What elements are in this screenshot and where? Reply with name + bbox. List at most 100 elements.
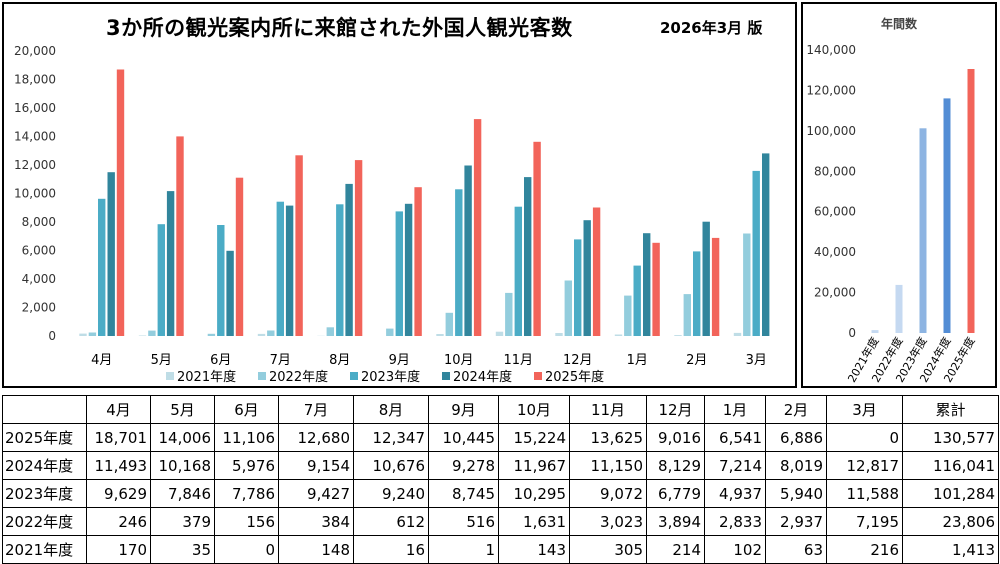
annual-bar-2022年度 (896, 285, 903, 333)
table-cell: 11,588 (827, 480, 903, 508)
bar-2024年度-3月 (762, 153, 769, 336)
x-tick-label: 1月 (627, 353, 648, 368)
table-cell: 8,745 (429, 480, 499, 508)
bar-2023年度-11月 (515, 207, 522, 336)
table-cell: 11,493 (87, 452, 151, 480)
bar-2024年度-7月 (286, 206, 293, 336)
x-tick-label: 7月 (270, 353, 291, 368)
table-cell: 11,967 (499, 452, 570, 480)
bar-2024年度-4月 (108, 172, 115, 336)
table-cell: 6,886 (766, 424, 827, 452)
legend-label: 2024年度 (453, 369, 512, 385)
legend-swatch (350, 372, 358, 380)
table-row-label: 2021年度 (3, 536, 87, 564)
table-cell: 9,154 (279, 452, 354, 480)
table-header-cell: 累計 (903, 396, 999, 424)
table-cell: 130,577 (903, 424, 999, 452)
annual-y-tick-label: 20,000 (814, 286, 856, 300)
bar-2021年度-12月 (555, 333, 562, 336)
table-cell: 16 (354, 536, 429, 564)
table-cell: 7,786 (215, 480, 279, 508)
table-cell: 9,629 (87, 480, 151, 508)
bar-2025年度-4月 (117, 70, 124, 337)
annual-bar-2025年度 (968, 69, 975, 333)
bar-2025年度-5月 (176, 136, 183, 336)
bar-2022年度-12月 (565, 281, 572, 337)
bar-2024年度-5月 (167, 191, 174, 336)
bar-2021年度-10月 (436, 334, 443, 336)
table-header-cell (3, 396, 87, 424)
y-tick-label: 18,000 (14, 73, 56, 87)
table-cell: 214 (647, 536, 705, 564)
table-cell: 14,006 (151, 424, 215, 452)
table-cell: 10,295 (499, 480, 570, 508)
table-cell: 0 (215, 536, 279, 564)
bar-2022年度-5月 (148, 331, 155, 336)
annual-y-tick-label: 60,000 (814, 205, 856, 219)
bar-2024年度-11月 (524, 177, 531, 336)
bar-2023年度-8月 (336, 204, 343, 336)
bar-2023年度-1月 (634, 266, 641, 336)
table-cell: 12,680 (279, 424, 354, 452)
table-cell: 170 (87, 536, 151, 564)
annual-bar-2021年度 (872, 330, 879, 333)
bar-2022年度-6月 (208, 334, 215, 336)
bar-2021年度-4月 (79, 334, 86, 336)
table-cell: 4,937 (705, 480, 766, 508)
table-cell: 6,779 (647, 480, 705, 508)
bar-2023年度-10月 (455, 189, 462, 336)
y-tick-label: 8,000 (22, 215, 56, 229)
table-cell: 3,023 (570, 508, 647, 536)
bar-2025年度-7月 (295, 155, 302, 336)
y-tick-label: 10,000 (14, 187, 56, 201)
legend-swatch (534, 372, 542, 380)
table-cell: 12,347 (354, 424, 429, 452)
table-cell: 305 (570, 536, 647, 564)
legend-swatch (442, 372, 450, 380)
table-header-cell: 2月 (766, 396, 827, 424)
bar-2024年度-12月 (584, 220, 591, 336)
bar-2023年度-3月 (753, 171, 760, 336)
y-tick-label: 16,000 (14, 101, 56, 115)
bar-2022年度-4月 (89, 333, 96, 337)
bar-2025年度-12月 (593, 208, 600, 337)
table-cell: 612 (354, 508, 429, 536)
table-cell: 8,019 (766, 452, 827, 480)
x-tick-label: 5月 (151, 353, 172, 368)
bar-2021年度-11月 (496, 332, 503, 336)
legend-label: 2025年度 (545, 369, 604, 385)
table-cell: 8,129 (647, 452, 705, 480)
bar-2021年度-3月 (734, 333, 741, 336)
legend-swatch (258, 372, 266, 380)
table-cell: 10,676 (354, 452, 429, 480)
bar-2023年度-5月 (158, 224, 165, 336)
table-cell: 2,937 (766, 508, 827, 536)
table-cell: 9,016 (647, 424, 705, 452)
bar-2025年度-2月 (712, 238, 719, 336)
table-header-cell: 1月 (705, 396, 766, 424)
bar-2025年度-11月 (533, 142, 540, 336)
bar-2024年度-10月 (464, 166, 471, 337)
legend-label: 2022年度 (269, 369, 328, 385)
bar-2023年度-9月 (396, 211, 403, 336)
annual-bar-2023年度 (920, 128, 927, 333)
table-cell: 143 (499, 536, 570, 564)
table-header-cell: 3月 (827, 396, 903, 424)
bar-2022年度-7月 (267, 331, 274, 337)
bar-2025年度-8月 (355, 160, 362, 336)
bar-2021年度-7月 (258, 334, 265, 336)
table-cell: 11,106 (215, 424, 279, 452)
table-cell: 0 (827, 424, 903, 452)
x-tick-label: 12月 (563, 353, 593, 368)
table-cell: 63 (766, 536, 827, 564)
bar-2024年度-8月 (345, 184, 352, 336)
table-row-label: 2025年度 (3, 424, 87, 452)
y-tick-label: 20,000 (14, 44, 56, 58)
table-cell: 516 (429, 508, 499, 536)
bar-2024年度-1月 (643, 233, 650, 336)
